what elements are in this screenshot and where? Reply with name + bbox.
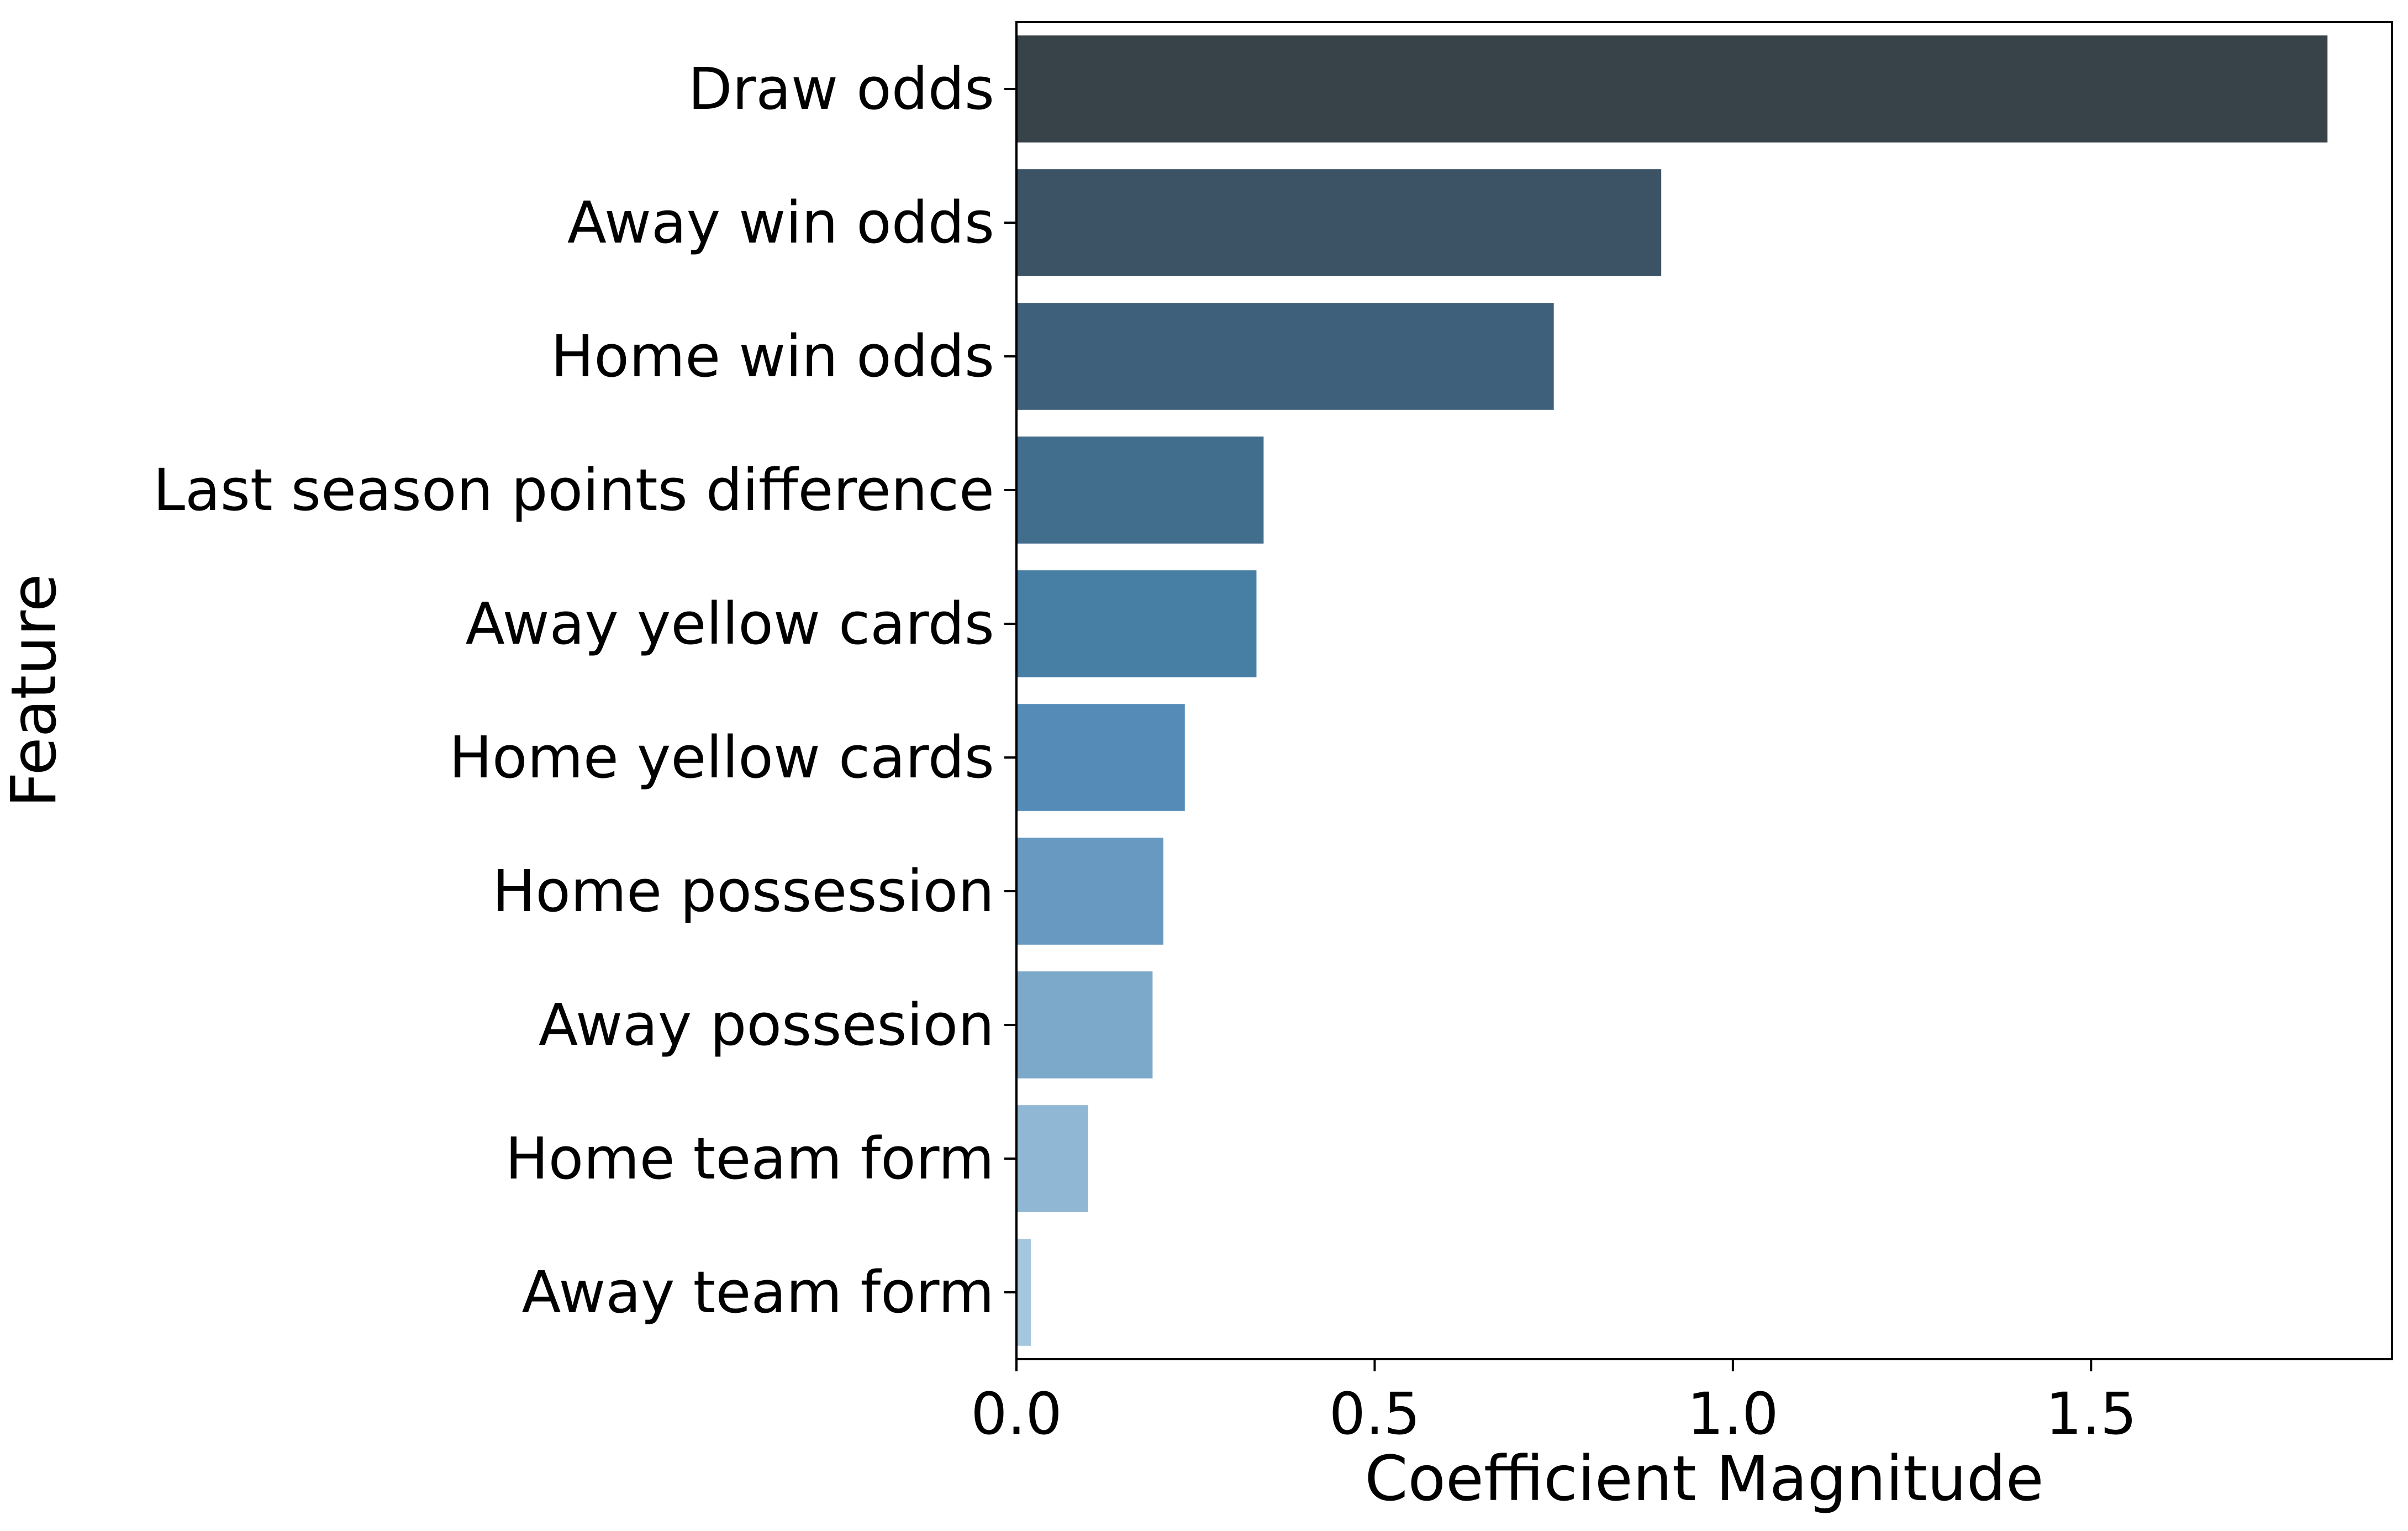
y-tick-label: Home win odds xyxy=(551,323,994,390)
bar xyxy=(1016,570,1257,677)
y-tick-label: Away yellow cards xyxy=(466,590,994,657)
y-axis-label: Feature xyxy=(0,574,70,807)
x-tick-label: 1.5 xyxy=(2046,1380,2137,1448)
bar xyxy=(1016,1105,1088,1212)
plot-frame xyxy=(1015,21,2393,1360)
bar xyxy=(1016,436,1264,544)
y-tick-label: Away possesion xyxy=(539,991,994,1059)
bar xyxy=(1016,838,1163,945)
bar xyxy=(1016,169,1662,276)
x-tick-label: 0.0 xyxy=(971,1380,1062,1448)
x-tick-label: 1.0 xyxy=(1687,1380,1778,1448)
y-tick-label: Home possession xyxy=(492,857,994,925)
x-axis-label: Coefficient Magnitude xyxy=(1364,1443,2043,1515)
y-tick-label: Away win odds xyxy=(567,189,994,256)
bar xyxy=(1016,1239,1031,1346)
y-tick-label: Last season points difference xyxy=(153,456,994,524)
x-tick-label: 0.5 xyxy=(1329,1380,1420,1448)
y-tick-label: Home yellow cards xyxy=(449,724,994,791)
y-tick-label: Home team form xyxy=(505,1125,994,1192)
bar xyxy=(1016,35,2328,143)
y-ticks-group: Draw odds Away win odds Home win odds Last … xyxy=(153,55,1016,1326)
bar xyxy=(1016,704,1185,811)
bar xyxy=(1016,971,1153,1078)
y-tick-label: Draw odds xyxy=(688,55,994,123)
x-ticks-group: 0.0 0.5 1.0 1.5 xyxy=(971,1359,2137,1448)
bars-group xyxy=(1016,35,2328,1346)
bar xyxy=(1016,303,1554,410)
y-tick-label: Away team form xyxy=(521,1259,994,1326)
